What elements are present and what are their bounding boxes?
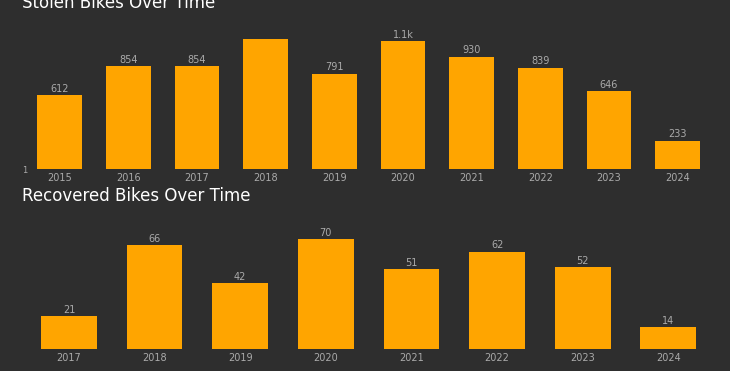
Bar <box>380 41 426 169</box>
Bar <box>555 267 610 349</box>
Text: 1: 1 <box>22 165 27 174</box>
Text: 612: 612 <box>50 84 69 94</box>
Bar <box>298 239 353 349</box>
Bar <box>212 283 268 349</box>
Text: 51: 51 <box>405 257 418 267</box>
Bar <box>656 141 700 169</box>
Bar <box>37 95 82 169</box>
Bar <box>41 316 97 349</box>
Text: 854: 854 <box>188 55 207 65</box>
Text: 854: 854 <box>119 55 137 65</box>
Text: 233: 233 <box>669 129 687 139</box>
Text: Stolen Bikes Over Time: Stolen Bikes Over Time <box>22 0 215 12</box>
Bar <box>174 66 219 169</box>
Text: 791: 791 <box>325 62 344 72</box>
Bar <box>469 252 525 349</box>
Text: 646: 646 <box>600 80 618 90</box>
Text: 42: 42 <box>234 272 247 282</box>
Bar <box>450 57 494 169</box>
Bar <box>243 39 288 169</box>
Bar <box>384 269 439 349</box>
Text: 14: 14 <box>662 316 675 326</box>
Bar <box>127 245 182 349</box>
Text: 70: 70 <box>320 228 332 238</box>
Text: 930: 930 <box>463 46 481 56</box>
Text: Recovered Bikes Over Time: Recovered Bikes Over Time <box>22 187 250 205</box>
Text: 839: 839 <box>531 56 550 66</box>
Text: 1.1k: 1.1k <box>393 30 413 40</box>
Text: 62: 62 <box>491 240 503 250</box>
Bar <box>587 91 631 169</box>
Text: 21: 21 <box>63 305 75 315</box>
Bar <box>312 74 357 169</box>
Text: 66: 66 <box>148 234 161 244</box>
Text: 52: 52 <box>577 256 589 266</box>
Bar <box>106 66 150 169</box>
Bar <box>640 327 696 349</box>
Bar <box>518 68 563 169</box>
